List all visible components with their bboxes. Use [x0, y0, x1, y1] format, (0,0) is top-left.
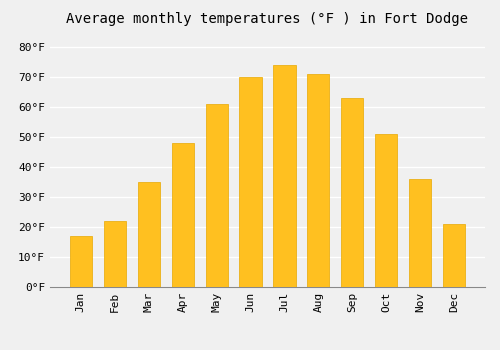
Bar	[342, 98, 363, 287]
Bar	[70, 236, 92, 287]
Bar	[240, 77, 262, 287]
Title: Average monthly temperatures (°F ) in Fort Dodge: Average monthly temperatures (°F ) in Fo…	[66, 12, 468, 26]
Bar	[308, 74, 330, 287]
Bar	[206, 104, 228, 287]
Bar	[104, 221, 126, 287]
Bar	[138, 182, 160, 287]
Bar	[172, 143, 194, 287]
Bar	[443, 224, 465, 287]
Bar	[274, 64, 295, 287]
Bar	[376, 134, 398, 287]
Bar	[409, 179, 432, 287]
